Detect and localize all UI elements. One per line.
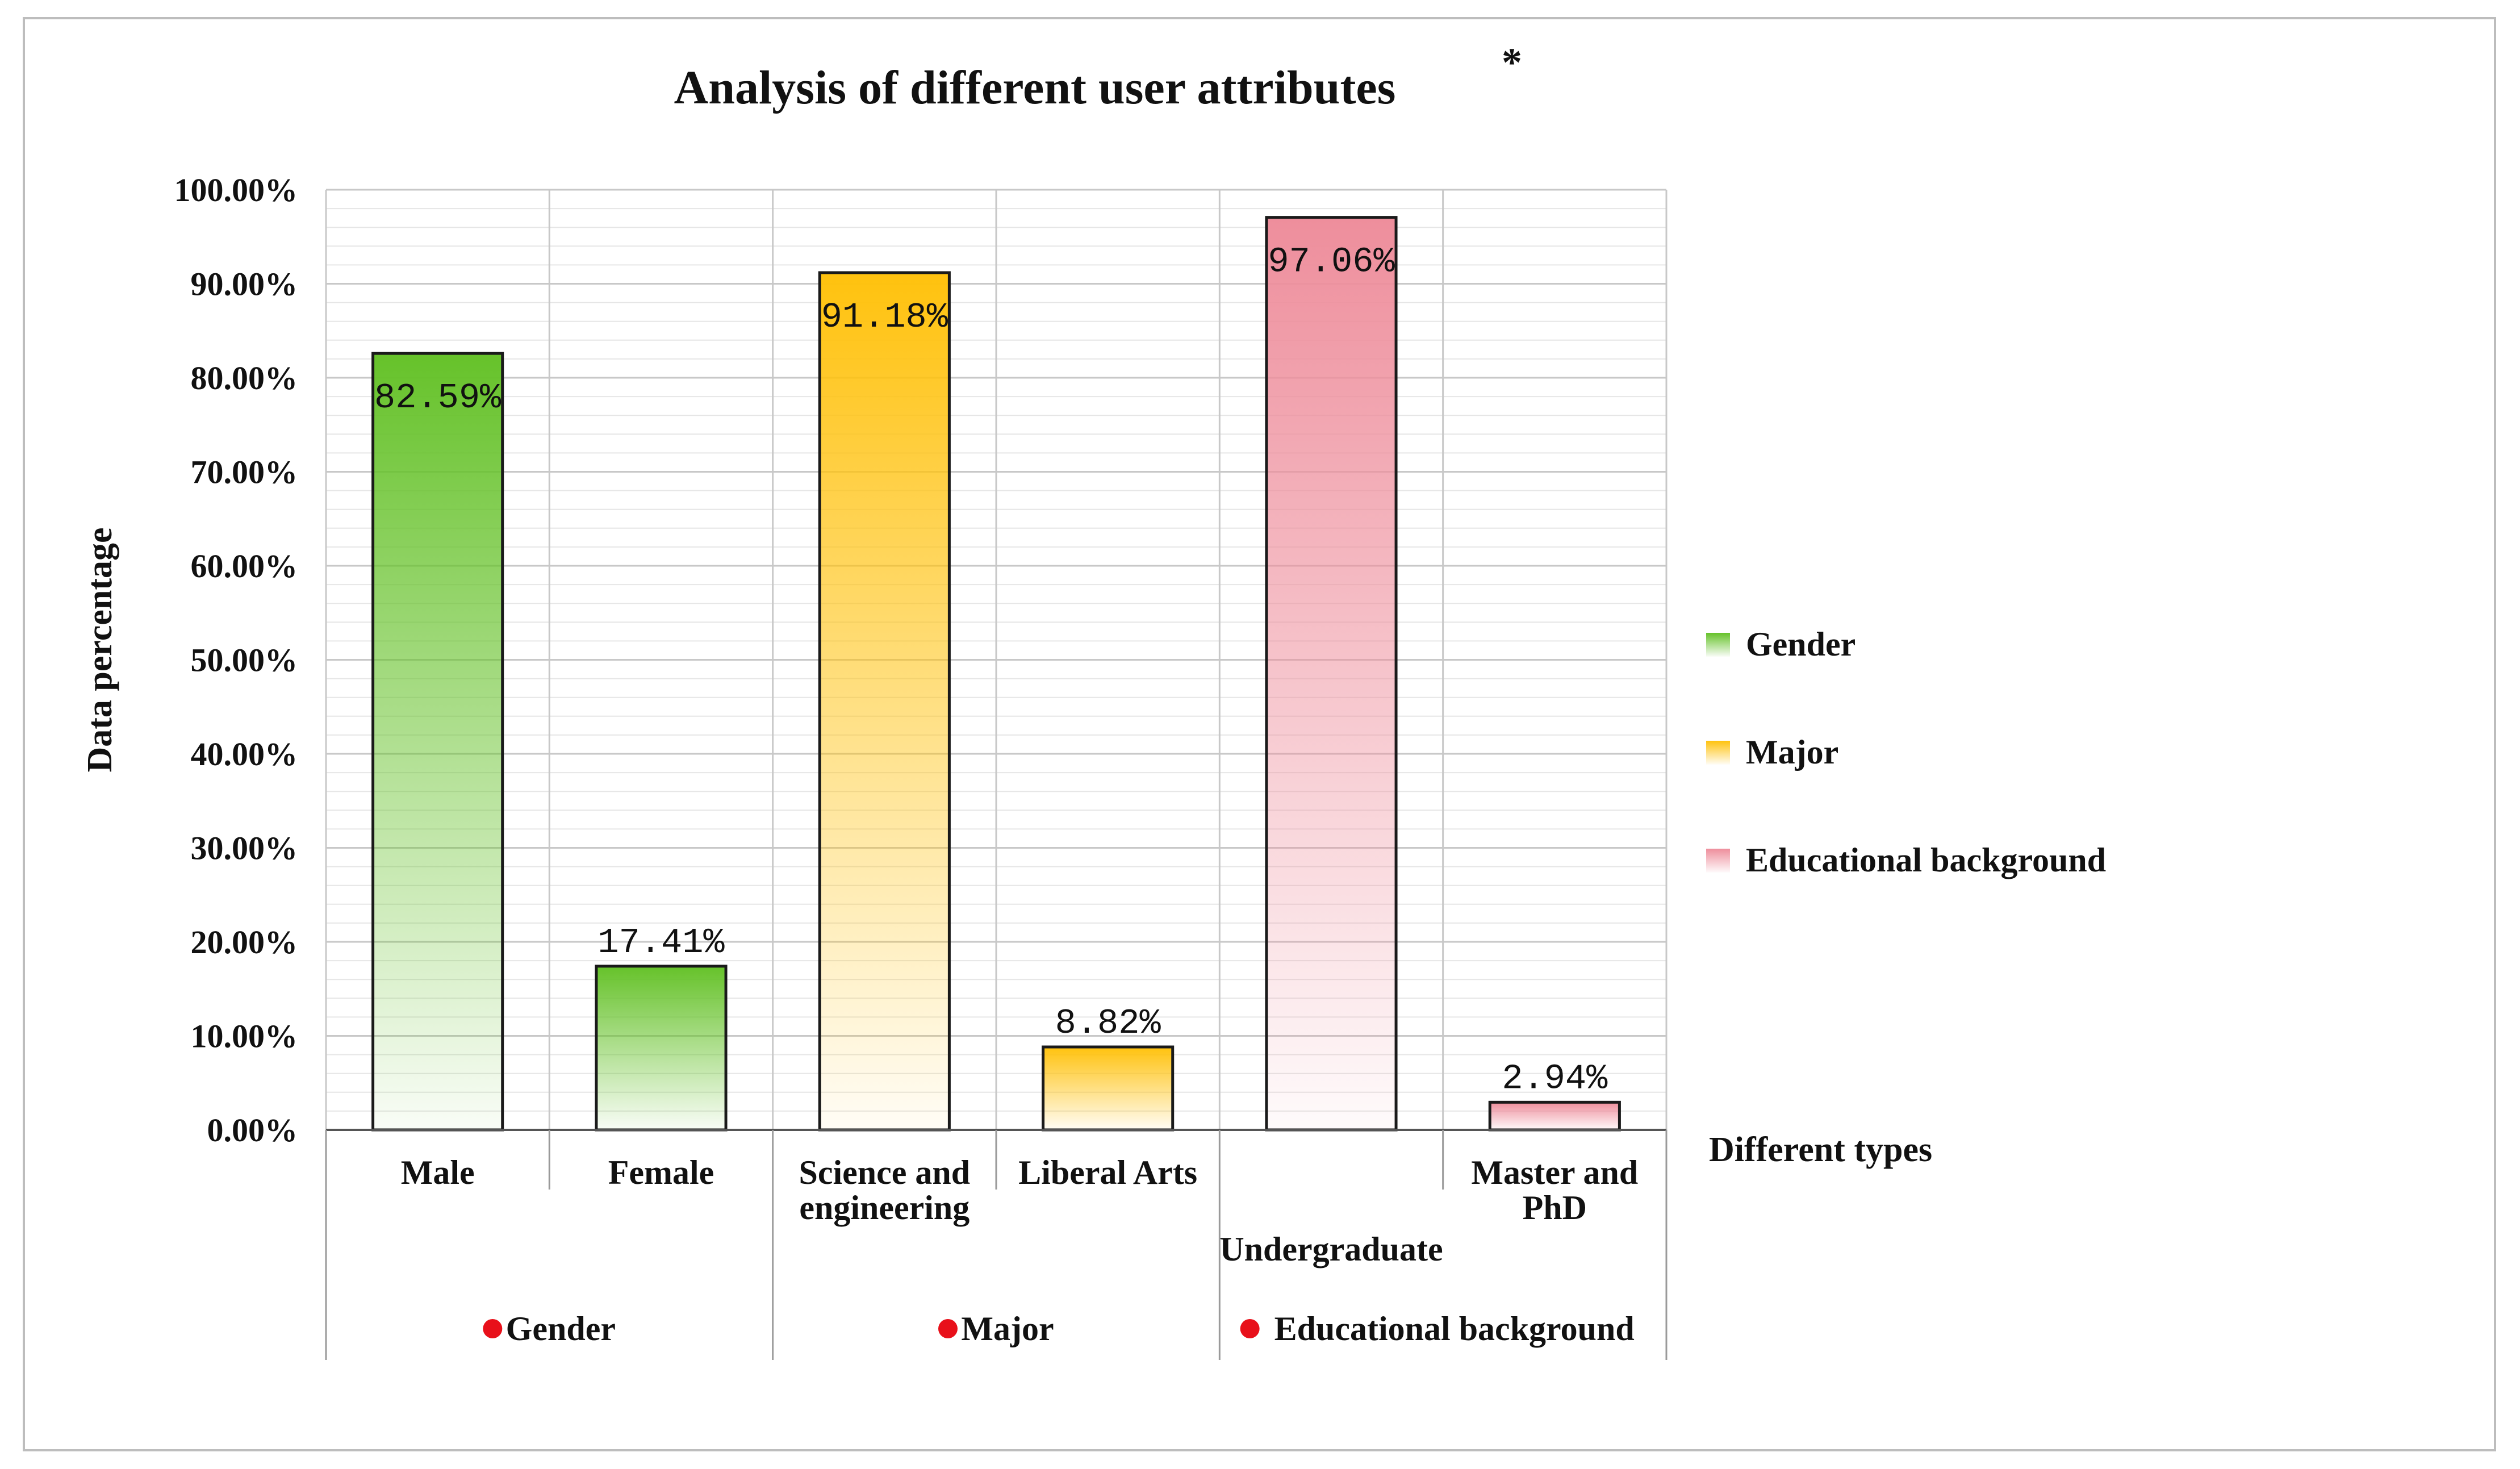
y-tick-label: 80.00% [191,360,298,397]
bars [371,216,1621,1132]
y-tick-label: 90.00% [191,266,298,303]
x-category-label: Master and [1471,1154,1638,1191]
bar [371,352,504,1132]
y-tick-label: 20.00% [191,924,298,961]
y-tick-label: 100.00% [174,172,298,208]
bar-value-label: 2.94% [1502,1058,1608,1099]
x-category-label: Science and [799,1154,970,1191]
chart-title-marker: * [1502,40,1522,85]
x-category-label: Liberal Arts [1018,1154,1197,1191]
legend-label: Educational background [1746,841,2106,879]
group-label: Major [961,1310,1054,1347]
group-marker-dot [938,1319,958,1338]
bar [1265,216,1398,1132]
x-category-label: engineering [799,1189,969,1226]
y-tick-label: 10.00% [191,1018,298,1055]
bar-value-label: 97.06% [1268,242,1395,282]
y-tick-label: 60.00% [191,548,298,585]
bar [818,271,951,1132]
group-label: Gender [506,1310,616,1347]
y-tick-label: 0.00% [207,1112,298,1149]
x-category-label: Male [401,1154,475,1191]
x-category-label: PhD [1523,1189,1587,1226]
bar-chart: 0.00% 10.00% 20.00% 30.00% 40.00% 50.00% 60.00… [81,40,2106,1360]
chart-title: Analysis of different user attributes [674,61,1396,114]
bar [595,965,728,1132]
y-tick-label: 30.00% [191,830,298,867]
grid-lines [325,189,1668,1131]
x-category-label: Undergraduate [1219,1230,1443,1268]
y-tick-label: 40.00% [191,736,298,773]
axes [325,1129,1668,1360]
bar-value-label: 82.59% [374,378,502,418]
legend-swatch [1706,849,1730,873]
legend: Gender Major Educational background [1706,625,2106,879]
legend-swatch [1706,633,1730,657]
bar [1042,1045,1175,1132]
y-tick-label: 50.00% [191,642,298,679]
bar-value-label: 8.82% [1055,1003,1161,1044]
legend-label: Major [1746,733,1838,771]
group-label: Educational background [1274,1310,1635,1347]
y-axis-label: Data percentage [81,527,119,772]
legend-swatch [1706,741,1730,765]
bar-value-label: 17.41% [597,923,725,963]
legend-label: Gender [1746,625,1855,663]
bar [1488,1100,1621,1132]
x-category-label: Female [608,1154,714,1191]
bar-value-label: 91.18% [821,297,948,337]
x-axis-label: Different types [1709,1130,1932,1169]
chart-frame: 0.00% 10.00% 20.00% 30.00% 40.00% 50.00% 60.00… [23,17,2496,1451]
y-tick-label: 70.00% [191,454,298,491]
group-marker-dot [483,1319,503,1338]
labels: 0.00% 10.00% 20.00% 30.00% 40.00% 50.00% 60.00… [174,172,1639,1347]
group-marker-dot [1240,1319,1260,1338]
